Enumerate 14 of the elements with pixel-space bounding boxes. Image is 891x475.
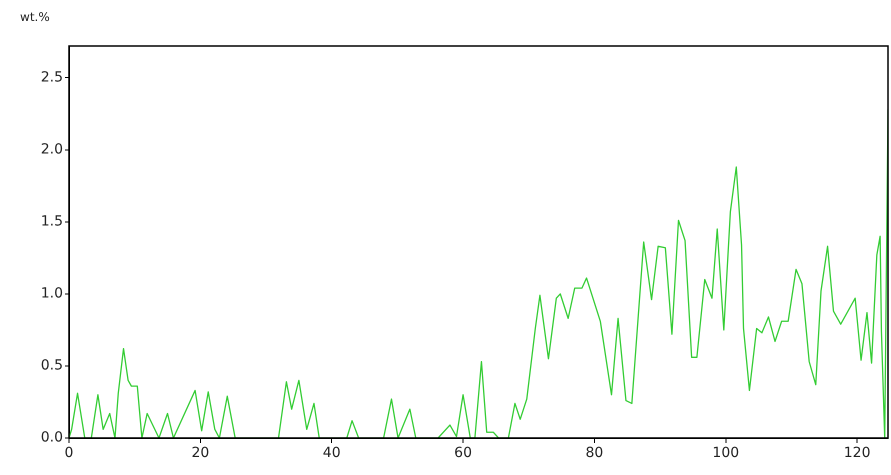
y-tick-label: 2.0 bbox=[40, 141, 63, 158]
x-tick-label: 0 bbox=[64, 445, 74, 462]
y-axis-title: wt.% bbox=[20, 10, 50, 24]
y-tick-label: 0.5 bbox=[40, 358, 63, 374]
y-tick-label: 2.5 bbox=[40, 69, 63, 86]
x-tick-label: 120 bbox=[844, 445, 870, 462]
y-tick-label: 0.0 bbox=[40, 430, 63, 446]
x-tick-label: 20 bbox=[191, 445, 210, 462]
x-tick-label: 60 bbox=[454, 445, 472, 462]
y-tick-label: 1.0 bbox=[40, 286, 63, 302]
y-tick-label: 1.5 bbox=[40, 213, 63, 230]
x-tick-label: 80 bbox=[586, 445, 604, 462]
x-tick-label: 100 bbox=[712, 445, 740, 462]
x-tick-label: 40 bbox=[322, 445, 341, 462]
